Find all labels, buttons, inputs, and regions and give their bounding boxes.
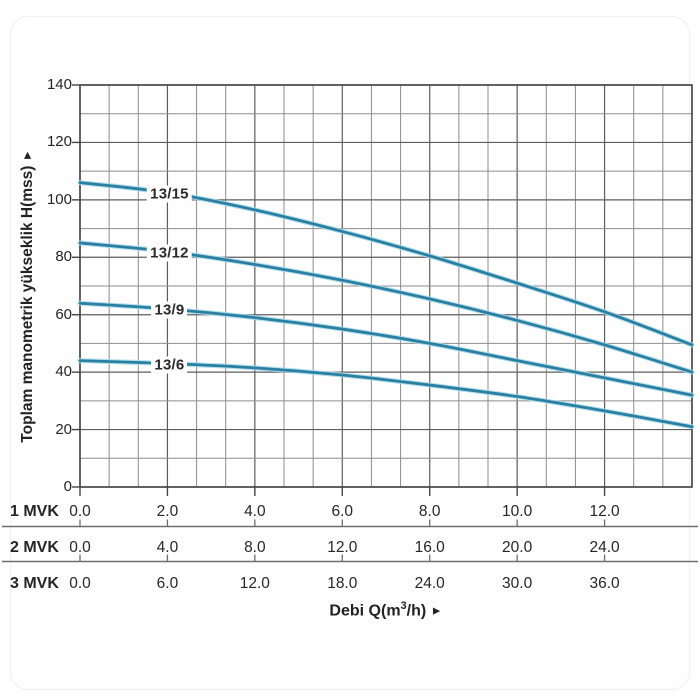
x-row-value: 24.0 (589, 539, 620, 556)
y-tick-label: 0 (63, 478, 72, 495)
row-separator (2, 554, 698, 563)
x-row-value: 10.0 (502, 503, 533, 520)
x-axis-title-prefix: Debi Q(m (329, 602, 401, 620)
x-row-value: 16.0 (414, 539, 445, 556)
y-tick-label: 20 (55, 420, 72, 438)
y-tick-label: 140 (46, 76, 72, 93)
y-axis-title: Toplam manometrik yükseklik H(mss) ► (19, 96, 37, 496)
x-row-value: 12.0 (589, 503, 620, 520)
y-tick-label: 120 (46, 133, 72, 151)
x-row-value: 6.0 (331, 503, 354, 520)
x-row-value: 8.0 (418, 503, 441, 520)
x-axis-title-suffix: /h) (406, 602, 427, 620)
row-separator (2, 519, 698, 528)
curve-line (78, 181, 694, 347)
x-row-value: 36.0 (589, 575, 620, 592)
axis-ticks (72, 84, 606, 496)
x-row-value: 4.0 (156, 539, 179, 556)
y-axis-arrow-icon: ► (20, 149, 34, 162)
x-row-value: 0.0 (69, 503, 91, 520)
x-row-value: 20.0 (502, 539, 533, 556)
x-axis-arrow-icon: ► (430, 603, 443, 618)
curve-halo (77, 180, 695, 348)
y-tick-label: 100 (46, 190, 72, 208)
plot-border (79, 84, 693, 488)
y-axis-title-text: Toplam manometrik yükseklik H(mss) (19, 165, 36, 443)
plot-grid (79, 84, 693, 488)
x-row-header-1mvk: 1 MVK (10, 503, 59, 520)
x-row-value: 30.0 (502, 575, 533, 592)
x-row-value: 0.0 (69, 539, 91, 556)
curve-label-13-12: 13/12 (147, 244, 192, 262)
x-row-value: 18.0 (327, 575, 358, 592)
x-row-value: 12.0 (239, 575, 270, 592)
y-tick-label: 60 (55, 305, 72, 323)
curve-label-13-6: 13/6 (151, 356, 188, 374)
x-row-value: 0.0 (69, 575, 91, 592)
x-axis-title-sup: 3 (400, 600, 407, 612)
curve-label-13-9: 13/9 (151, 301, 188, 319)
x-row-value: 24.0 (414, 575, 445, 592)
x-axis-title: Debi Q(m3/h) ► (329, 600, 442, 620)
curve-label-13-15: 13/15 (147, 185, 192, 203)
y-tick-label: 40 (55, 363, 72, 381)
x-row-header-2mvk: 2 MVK (10, 539, 59, 556)
x-row-value: 4.0 (244, 503, 266, 520)
x-row-header-3mvk: 3 MVK (10, 575, 59, 592)
x-row-value: 2.0 (156, 503, 179, 520)
x-row-value: 8.0 (244, 539, 266, 556)
x-row-value: 6.0 (156, 575, 179, 592)
x-row-value: 12.0 (327, 539, 358, 556)
y-tick-label: 80 (55, 248, 72, 266)
